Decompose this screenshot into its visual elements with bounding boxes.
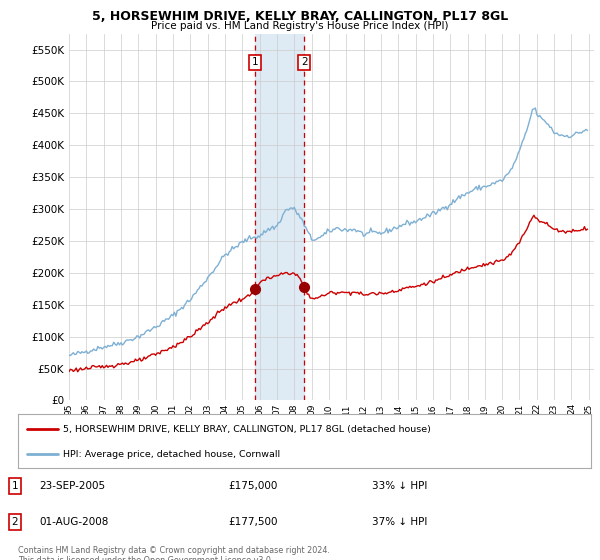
Text: Contains HM Land Registry data © Crown copyright and database right 2024.
This d: Contains HM Land Registry data © Crown c… bbox=[18, 546, 330, 560]
Text: 33% ↓ HPI: 33% ↓ HPI bbox=[372, 481, 427, 491]
Text: HPI: Average price, detached house, Cornwall: HPI: Average price, detached house, Corn… bbox=[62, 450, 280, 459]
Text: 5, HORSEWHIM DRIVE, KELLY BRAY, CALLINGTON, PL17 8GL: 5, HORSEWHIM DRIVE, KELLY BRAY, CALLINGT… bbox=[92, 10, 508, 23]
Text: 5, HORSEWHIM DRIVE, KELLY BRAY, CALLINGTON, PL17 8GL (detached house): 5, HORSEWHIM DRIVE, KELLY BRAY, CALLINGT… bbox=[62, 425, 431, 434]
Text: 1: 1 bbox=[251, 57, 258, 67]
Text: Price paid vs. HM Land Registry's House Price Index (HPI): Price paid vs. HM Land Registry's House … bbox=[151, 21, 449, 31]
Text: 2: 2 bbox=[11, 517, 19, 527]
Text: 01-AUG-2008: 01-AUG-2008 bbox=[39, 517, 109, 527]
Text: 37% ↓ HPI: 37% ↓ HPI bbox=[372, 517, 427, 527]
Text: 1: 1 bbox=[11, 481, 19, 491]
Text: 2: 2 bbox=[301, 57, 308, 67]
Text: £175,000: £175,000 bbox=[228, 481, 277, 491]
Bar bbox=[255, 34, 304, 400]
Text: 23-SEP-2005: 23-SEP-2005 bbox=[39, 481, 105, 491]
Text: £177,500: £177,500 bbox=[228, 517, 277, 527]
